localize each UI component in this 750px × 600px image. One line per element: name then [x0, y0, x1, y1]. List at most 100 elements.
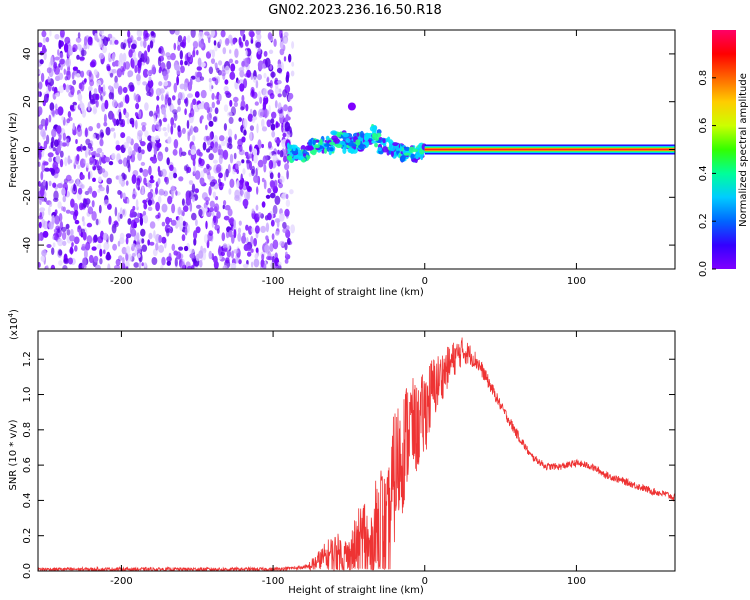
noise-speckle	[117, 212, 121, 222]
noise-speckle	[62, 132, 66, 141]
noise-speckle	[132, 193, 136, 200]
noise-speckle	[240, 30, 245, 37]
noise-speckle	[176, 75, 180, 86]
noise-speckle	[246, 69, 252, 78]
noise-speckle	[285, 199, 291, 207]
noise-speckle	[135, 199, 139, 208]
noise-speckle	[211, 92, 215, 101]
noise-speckle	[141, 186, 144, 195]
noise-speckle	[275, 139, 281, 144]
noise-speckle	[200, 62, 206, 68]
band-speckle	[298, 157, 304, 161]
noise-speckle	[271, 130, 276, 138]
spectrogram-y-label: Frequency (Hz)	[8, 112, 19, 188]
noise-speckle	[208, 78, 212, 83]
snr-series-line	[38, 337, 675, 571]
noise-speckle	[195, 253, 200, 262]
band-speckle	[311, 149, 317, 156]
noise-speckle	[189, 202, 193, 212]
noise-speckle	[73, 104, 77, 110]
noise-speckle	[98, 176, 102, 183]
noise-speckle	[255, 247, 259, 253]
noise-speckle	[279, 150, 284, 158]
noise-speckle	[211, 211, 215, 217]
noise-speckle	[167, 97, 172, 106]
noise-speckle	[178, 176, 184, 182]
noise-speckle	[99, 30, 104, 35]
noise-speckle	[224, 65, 230, 75]
noise-speckle	[210, 58, 216, 64]
noise-speckle	[84, 127, 88, 138]
noise-speckle	[196, 49, 199, 56]
noise-speckle	[95, 218, 99, 226]
noise-speckle	[241, 235, 247, 244]
noise-speckle	[198, 157, 202, 165]
noise-speckle	[228, 143, 233, 150]
noise-speckle	[218, 145, 222, 154]
noise-speckle	[214, 203, 220, 213]
noise-speckle	[130, 228, 137, 237]
noise-speckle	[139, 216, 144, 226]
noise-speckle	[133, 221, 138, 229]
band-speckle	[339, 140, 346, 146]
noise-speckle	[87, 206, 94, 215]
noise-speckle	[226, 142, 230, 149]
band-speckle	[415, 154, 419, 160]
noise-speckle	[148, 232, 153, 240]
noise-speckle	[272, 154, 278, 162]
noise-speckle	[257, 212, 262, 218]
noise-speckle	[106, 177, 112, 185]
y-tick-label: 0	[22, 146, 33, 152]
noise-speckle	[247, 251, 252, 257]
noise-speckle	[109, 72, 114, 78]
noise-speckle	[241, 159, 245, 164]
noise-speckle	[274, 100, 278, 109]
noise-speckle	[149, 179, 155, 184]
noise-speckle	[135, 102, 140, 110]
noise-speckle	[92, 133, 96, 140]
band-speckle	[348, 148, 355, 153]
noise-speckle	[170, 125, 174, 135]
noise-speckle	[264, 244, 270, 253]
band-speckle	[389, 144, 396, 152]
noise-speckle	[168, 252, 172, 261]
noise-speckle	[144, 102, 149, 111]
noise-speckle	[126, 198, 130, 204]
noise-speckle	[278, 182, 283, 189]
noise-speckle	[191, 212, 197, 221]
y-tick-label: 0.2	[22, 528, 33, 544]
noise-speckle	[53, 139, 59, 147]
band-speckle	[323, 148, 328, 154]
noise-speckle	[68, 257, 73, 265]
noise-speckle	[171, 243, 176, 251]
band-speckle	[335, 144, 343, 148]
colorbar-tick-label: 0.8	[698, 70, 709, 86]
noise-speckle	[205, 124, 208, 131]
noise-speckle	[47, 206, 51, 216]
noise-speckle	[73, 183, 76, 192]
noise-speckle	[121, 246, 127, 255]
band-speckle	[369, 125, 377, 132]
noise-speckle	[65, 84, 70, 93]
noise-speckle	[105, 126, 111, 136]
noise-speckle	[285, 130, 291, 138]
noise-speckle	[59, 30, 65, 38]
noise-speckle	[286, 169, 289, 180]
noise-speckle	[112, 61, 117, 67]
noise-speckle	[57, 201, 62, 209]
noise-speckle	[91, 211, 97, 221]
noise-speckle	[120, 132, 126, 139]
noise-speckle	[131, 150, 136, 157]
noise-speckle	[53, 61, 58, 69]
noise-speckle	[214, 141, 218, 148]
band-speckle	[293, 154, 300, 160]
noise-speckle	[92, 177, 96, 182]
spectrogram-y-ticks: -40 -20 0 20 40	[22, 48, 675, 253]
noise-speckle	[67, 111, 72, 118]
noise-speckle	[269, 172, 274, 180]
noise-speckle	[77, 164, 81, 170]
noise-speckle	[138, 261, 142, 269]
noise-speckle	[42, 37, 47, 43]
noise-speckle	[43, 140, 48, 150]
noise-speckle	[96, 122, 101, 129]
